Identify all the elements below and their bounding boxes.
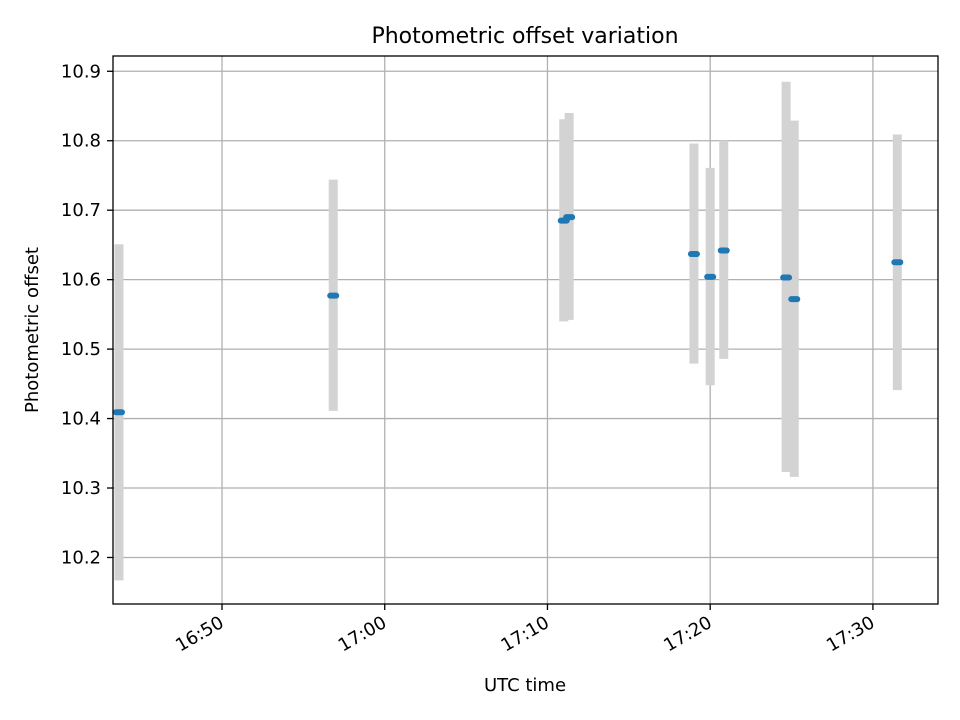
axis-ticks: 16:50 17:00 17:10 17:20 17:30 10.2 10.3 10.4 10.…	[61, 61, 878, 656]
data-point	[687, 250, 700, 257]
data-point	[563, 214, 576, 221]
data-point	[788, 296, 801, 303]
y-tick-label: 10.3	[61, 478, 101, 499]
x-tick-label: 16:50	[172, 612, 227, 656]
y-tick-label: 10.5	[61, 339, 101, 360]
data-point	[112, 409, 125, 416]
x-axis-label: UTC time	[484, 675, 566, 696]
grid	[113, 56, 938, 604]
y-tick-label: 10.8	[61, 131, 101, 152]
y-axis-label: Photometric offset	[22, 247, 43, 413]
data-point	[717, 247, 730, 254]
data-point	[327, 292, 340, 299]
x-tick-label: 17:20	[660, 612, 715, 656]
plot-frame	[112, 55, 939, 605]
x-tick-label: 17:00	[335, 612, 390, 656]
y-tick-label: 10.9	[61, 61, 101, 82]
y-tick-label: 10.6	[61, 270, 101, 291]
data-point	[704, 273, 717, 280]
y-tick-label: 10.2	[61, 547, 101, 568]
x-tick-label: 17:10	[498, 612, 553, 656]
error-bars	[114, 81, 902, 581]
x-tick-label: 17:30	[823, 612, 878, 656]
chart-title: Photometric offset variation	[371, 24, 678, 49]
y-tick-label: 10.4	[61, 409, 101, 430]
data-points	[112, 214, 904, 416]
data-point	[780, 274, 793, 281]
data-point	[891, 259, 904, 266]
y-tick-label: 10.7	[61, 200, 101, 221]
